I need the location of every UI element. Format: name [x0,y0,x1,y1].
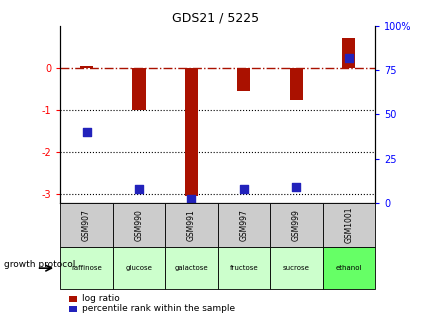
Text: glucose: glucose [125,265,152,271]
Text: galactose: galactose [174,265,208,271]
Bar [341,38,354,68]
Text: GSM991: GSM991 [187,209,196,241]
Bar [132,68,145,110]
Point [135,186,142,191]
Point [83,129,90,135]
Point [240,186,247,191]
Text: sucrose: sucrose [282,265,309,271]
Text: GSM999: GSM999 [291,209,300,241]
Bar [237,68,250,91]
Point [187,197,194,202]
Point [344,55,351,60]
Bar [289,68,302,100]
Bar [80,66,93,68]
Text: GSM990: GSM990 [134,209,143,241]
Text: GDS21 / 5225: GDS21 / 5225 [172,11,258,25]
Text: GSM907: GSM907 [82,209,91,241]
Text: growth protocol: growth protocol [4,260,76,269]
Text: raffinose: raffinose [71,265,102,271]
Point [292,184,299,189]
Text: GSM997: GSM997 [239,209,248,241]
Text: log ratio: log ratio [82,294,120,303]
Text: percentile rank within the sample: percentile rank within the sample [82,304,234,313]
Bar [184,68,197,197]
Text: ethanol: ethanol [335,265,361,271]
Text: fructose: fructose [229,265,258,271]
Text: GSM1001: GSM1001 [344,207,353,243]
